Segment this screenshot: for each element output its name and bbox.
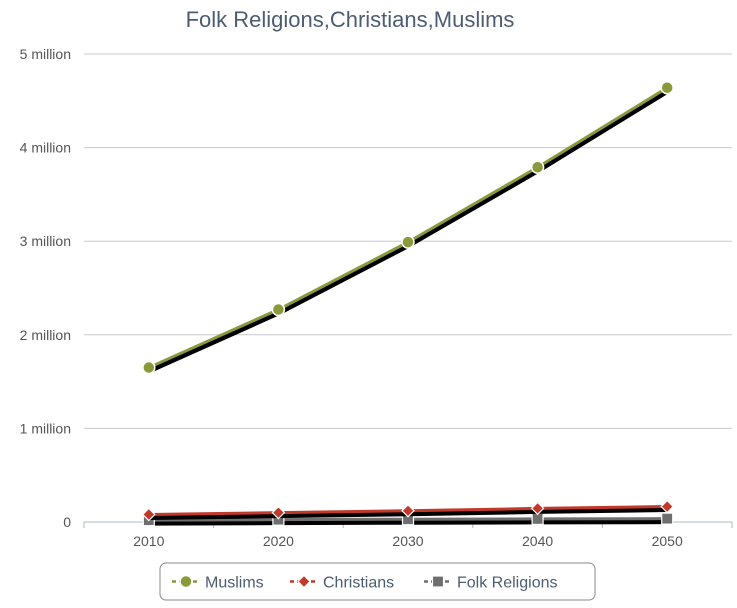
- data-point-muslims: [142, 360, 156, 375]
- data-point-christians: [141, 507, 156, 522]
- legend-marker-muslims: [179, 574, 193, 589]
- data-point-christians: [530, 501, 545, 516]
- x-tick-label: 2010: [133, 533, 164, 549]
- y-tick-label: 2 million: [20, 327, 71, 343]
- data-point-christians: [660, 499, 675, 514]
- x-tick-label: 2020: [263, 533, 294, 549]
- data-point-christians: [401, 503, 415, 518]
- y-axis-tick-labels: 0 1 million 2 million 3 million 4 million 5 m…: [20, 46, 72, 530]
- legend-marker-christians: [297, 574, 311, 589]
- data-point-folk-religions: [661, 512, 674, 525]
- legend-item-christians: Christians: [290, 575, 394, 592]
- legend-label: Christians: [323, 575, 394, 592]
- series-shadow-muslims: [148, 88, 670, 373]
- legend-marker-folk-religions: [431, 575, 445, 588]
- legend-label: Muslims: [205, 575, 264, 592]
- y-tick-label: 4 million: [20, 140, 71, 156]
- x-tick-label: 2040: [522, 533, 553, 549]
- y-tick-label: 1 million: [20, 420, 71, 436]
- legend: Muslims Christians Folk Religions: [159, 562, 596, 601]
- legend-item-muslims: Muslims: [172, 575, 264, 592]
- y-tick-label: 0: [63, 514, 71, 530]
- series-muslims: [142, 80, 674, 375]
- y-tick-label: 3 million: [20, 233, 71, 249]
- data-point-christians: [271, 505, 286, 520]
- legend-label: Folk Religions: [457, 575, 557, 592]
- x-tick-label: 2050: [652, 533, 683, 549]
- series-christians: [141, 499, 675, 522]
- chart-title: Folk Religions,Christians,Muslims: [186, 7, 515, 32]
- series-line-muslims: [148, 86, 668, 369]
- legend-box: [159, 562, 596, 601]
- legend-item-folk-religions: Folk Religions: [424, 575, 557, 592]
- y-tick-label: 5 million: [20, 46, 71, 62]
- data-point-muslims: [271, 302, 286, 317]
- data-point-muslims: [660, 80, 674, 95]
- x-tick-label: 2030: [392, 533, 423, 549]
- x-axis-tick-labels: 2010 2020 2030 2040 2050: [133, 533, 683, 549]
- data-point-muslims: [530, 160, 545, 175]
- data-point-muslims: [401, 235, 415, 249]
- series-lines: [141, 80, 675, 527]
